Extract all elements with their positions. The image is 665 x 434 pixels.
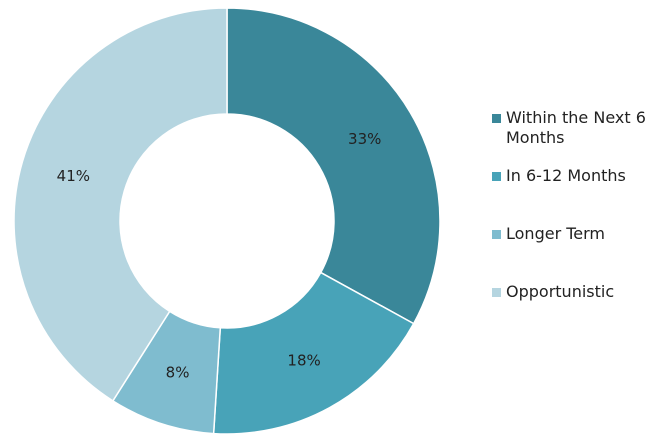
donut-slice [13,7,228,402]
legend-item: Longer Term [492,224,656,244]
data-label: 41% [57,167,90,185]
legend-label: In 6-12 Months [506,166,626,185]
legend-swatch [492,230,501,239]
legend-swatch [492,114,501,123]
data-label: 8% [166,364,190,382]
legend-item: Within the Next 6 Months [492,108,656,148]
legend-label: Opportunistic [506,282,615,301]
donut-slice [226,7,441,325]
legend-item: In 6-12 Months [492,166,656,186]
data-label: 18% [287,352,320,370]
legend-label: Longer Term [506,224,606,243]
legend-swatch [492,172,501,181]
legend-item: Opportunistic [492,282,656,302]
legend-swatch [492,288,501,297]
legend-label: Within the Next 6 Months [506,108,646,147]
data-label: 33% [348,130,381,148]
